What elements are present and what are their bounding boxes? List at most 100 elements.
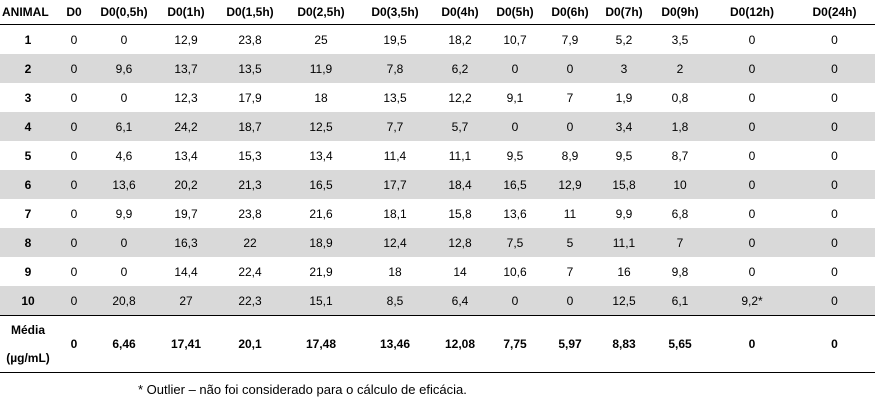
table-cell: 13,5 (383, 90, 407, 105)
mean-value-cell: 6,46 (92, 315, 156, 373)
table-cell: 0 (56, 54, 92, 83)
table-cell: 7,8 (358, 54, 432, 83)
table-cell: 0 (488, 112, 542, 141)
table-cell: 9,6 (92, 54, 156, 83)
animal-id-cell: 7 (24, 206, 32, 221)
table-cell: 0 (120, 90, 128, 105)
table-cell: 9,9 (115, 206, 133, 221)
table-cell: 13,5 (216, 54, 284, 83)
table-row: 6 0 13,6 20,2 21,3 16,5 17,7 18,4 16,5 12,9 15,8 10… (0, 170, 875, 199)
table-body: 1 0 0 12,9 23,8 25 19,5 18,2 10,7 7,9 5,2 3,5 0 0 2 0 9,… (0, 25, 875, 316)
table-cell: 7 (566, 264, 574, 279)
table-cell: 0 (70, 264, 78, 279)
table-cell: 13,4 (174, 148, 198, 163)
table-cell: 0 (70, 206, 78, 221)
table-cell: 14 (453, 264, 467, 279)
animal-id-cell: 10 (0, 286, 56, 316)
table-cell: 0 (748, 90, 756, 105)
table-cell: 18,1 (383, 206, 407, 221)
table-cell: 17,7 (358, 170, 432, 199)
mean-value-cell: 8,83 (598, 315, 650, 373)
table-cell: 12,4 (358, 228, 432, 257)
table-cell: 6,2 (432, 54, 488, 83)
column-header: D0(9h) (650, 0, 710, 25)
table-cell: 0 (710, 112, 794, 141)
table-cell: 0 (794, 228, 875, 257)
table-cell: 12,2 (448, 90, 472, 105)
table-cell: 15,1 (284, 286, 358, 316)
table-row: 2 0 9,6 13,7 13,5 11,9 7,8 6,2 0 0 3 2 0 0 (0, 54, 875, 83)
table-cell: 0 (56, 286, 92, 316)
table-cell: 15,8 (598, 170, 650, 199)
table-cell: 0 (56, 112, 92, 141)
table-cell: 11,1 (448, 148, 472, 163)
animal-id-cell: 9 (24, 264, 32, 279)
table-cell: 12,9 (542, 170, 598, 199)
table-cell: 22,4 (238, 264, 262, 279)
table-cell: 0 (748, 148, 756, 163)
table-cell: 0 (710, 228, 794, 257)
table-row: 4 0 6,1 24,2 18,7 12,5 7,7 5,7 0 0 3,4 1,8 0 0 (0, 112, 875, 141)
table-cell: 7 (650, 228, 710, 257)
table-cell: 20,8 (92, 286, 156, 316)
mean-value-cell: 0 (710, 315, 794, 373)
table-cell: 5,7 (432, 112, 488, 141)
table-row: 10 0 20,8 27 22,3 15,1 8,5 6,4 0 0 12,5 6,1 9,2* 0 (0, 286, 875, 316)
table-cell: 20,2 (156, 170, 216, 199)
data-table: ANIMAL D0 D0(0,5h) D0(1h) D0(1,5h) D0(2,5h) D0… (0, 0, 875, 373)
table-cell: 0 (56, 170, 92, 199)
table-row: 9 0 0 14,4 22,4 21,9 18 14 10,6 7 16 9,8 0 0 (0, 257, 875, 286)
mean-label-line1: Média (10, 323, 45, 337)
animal-id-cell: 4 (0, 112, 56, 141)
table-cell: 0 (92, 228, 156, 257)
table-cell: 7 (566, 90, 574, 105)
table-cell: 1,8 (650, 112, 710, 141)
mean-label-line2: (µg/mL) (6, 351, 50, 365)
table-cell: 4,6 (115, 148, 133, 163)
table-cell: 9,5 (615, 148, 633, 163)
animal-id-cell: 1 (24, 32, 32, 47)
mean-label: Média (µg/mL) (0, 315, 56, 373)
table-cell: 18 (388, 264, 402, 279)
table-cell: 8,7 (671, 148, 689, 163)
table-cell: 0 (831, 148, 838, 163)
table-cell: 13,6 (92, 170, 156, 199)
mean-value-cell: 0 (794, 315, 875, 373)
table-cell: 25 (314, 32, 328, 47)
table-cell: 0 (794, 286, 875, 316)
table-cell: 0 (831, 90, 838, 105)
table-cell: 21,3 (216, 170, 284, 199)
table-cell: 9,2* (710, 286, 794, 316)
table-cell: 15,3 (238, 148, 262, 163)
table-cell: 8,9 (561, 148, 579, 163)
table-cell: 11 (563, 206, 577, 221)
mean-value-cell: 7,75 (488, 315, 542, 373)
table-cell: 18,4 (432, 170, 488, 199)
animal-id-cell: 3 (24, 90, 32, 105)
table-cell: 21,9 (309, 264, 333, 279)
mean-value-cell: 20,1 (216, 315, 284, 373)
table-cell: 9,1 (506, 90, 524, 105)
animal-id-cell: 2 (0, 54, 56, 83)
table-footer: Média (µg/mL) 0 6,46 17,41 20,1 17,48 13,46 12,… (0, 315, 875, 373)
table-cell: 18 (314, 90, 328, 105)
column-header: ANIMAL (0, 0, 56, 25)
table-cell: 0 (748, 264, 756, 279)
column-header: D0(2,5h) (284, 0, 358, 25)
table-cell: 23,8 (238, 32, 262, 47)
table-row: 1 0 0 12,9 23,8 25 19,5 18,2 10,7 7,9 5,2 3,5 0 0 (0, 25, 875, 55)
table-cell: 11,1 (598, 228, 650, 257)
table-cell: 0 (748, 206, 756, 221)
column-header: D0(0,5h) (92, 0, 156, 25)
table-cell: 0 (70, 32, 78, 47)
table-cell: 13,6 (503, 206, 527, 221)
table-cell: 17,9 (238, 90, 262, 105)
column-header: D0 (56, 0, 92, 25)
table-cell: 19,7 (174, 206, 198, 221)
animal-id-cell: 6 (0, 170, 56, 199)
table-cell: 3,5 (671, 32, 689, 47)
mean-value-cell: 5,97 (542, 315, 598, 373)
column-header: D0(5h) (488, 0, 542, 25)
mean-value-cell: 17,41 (156, 315, 216, 373)
table-cell: 0 (710, 54, 794, 83)
